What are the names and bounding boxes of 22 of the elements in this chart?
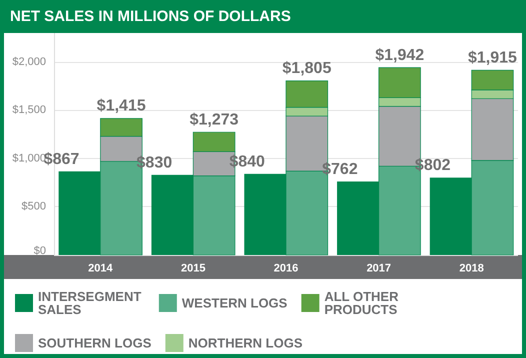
y-tick-label: $500: [22, 200, 46, 213]
x-tick-label: 2015: [180, 262, 206, 274]
legend-label: NORTHERN LOGS: [188, 336, 303, 350]
legend-label: ALL OTHER PRODUCTS: [324, 289, 402, 317]
legend-label: SOUTHERN LOGS: [38, 336, 152, 350]
data-label: $867: [44, 150, 80, 168]
x-tick-label: 2016: [274, 262, 298, 274]
x-tick-label: 2017: [366, 262, 392, 274]
y-tick-label: $0: [34, 245, 46, 257]
x-tick-label: 2014: [88, 262, 114, 274]
data-label: $1,415: [96, 98, 146, 115]
y-tick-label: $2,000: [12, 56, 46, 68]
x-tick-label: 2018: [459, 262, 484, 274]
legend-label: INTERSEGMENT SALES: [38, 289, 145, 317]
data-label: $1,942: [375, 46, 424, 64]
chart-title: NET SALES IN MILLIONS OF DOLLARS: [9, 7, 292, 27]
data-label: $1,915: [468, 49, 518, 66]
data-label: $1,805: [282, 60, 332, 77]
y-tick-label: $1,000: [12, 152, 46, 164]
legend-label: WESTERN LOGS: [182, 296, 288, 310]
y-tick-label: $1,500: [12, 104, 46, 116]
data-label: $1,273: [190, 111, 239, 128]
